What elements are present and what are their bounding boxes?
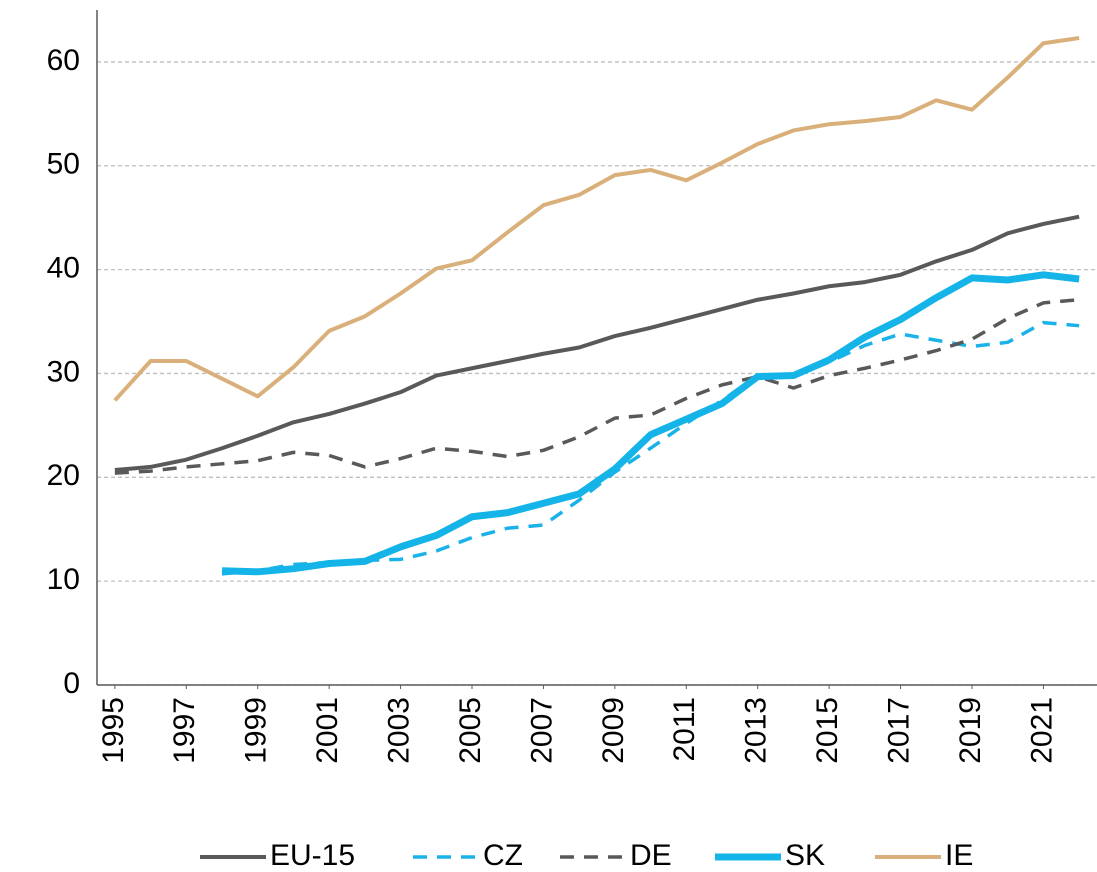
x-tick-label: 2013 xyxy=(740,697,773,764)
x-tick-label: 2011 xyxy=(668,697,701,762)
y-tick-label: 20 xyxy=(47,459,80,492)
x-tick-label: 2017 xyxy=(882,697,915,764)
legend-label: IE xyxy=(945,839,973,872)
x-tick-label: 2019 xyxy=(954,697,987,764)
x-tick-label: 1997 xyxy=(168,697,201,764)
y-tick-label: 40 xyxy=(47,252,80,285)
series-line xyxy=(114,297,1080,475)
series-line xyxy=(221,320,1080,576)
legend-label: EU-15 xyxy=(270,839,355,872)
series-line xyxy=(221,271,1080,576)
x-tick-label: 2009 xyxy=(597,697,630,764)
x-tick-label: 2003 xyxy=(382,697,415,764)
x-tick-label: 2007 xyxy=(525,697,558,764)
y-tick-label: 10 xyxy=(47,563,80,596)
y-tick-label: 60 xyxy=(47,44,80,77)
x-tick-label: 2001 xyxy=(311,697,344,764)
y-tick-label: 0 xyxy=(63,667,80,700)
legend-label: CZ xyxy=(483,839,523,872)
series-line xyxy=(113,36,1080,402)
x-tick-label: 1999 xyxy=(240,697,273,764)
x-tick-label: 2005 xyxy=(454,697,487,764)
x-tick-label: 1995 xyxy=(97,697,130,764)
x-tick-label: 2015 xyxy=(811,697,844,764)
y-tick-label: 30 xyxy=(47,355,80,388)
legend-label: SK xyxy=(785,839,825,872)
series-line xyxy=(114,214,1080,473)
y-tick-label: 50 xyxy=(47,148,80,181)
legend-label: DE xyxy=(630,839,672,872)
x-tick-label: 2021 xyxy=(1025,697,1058,764)
